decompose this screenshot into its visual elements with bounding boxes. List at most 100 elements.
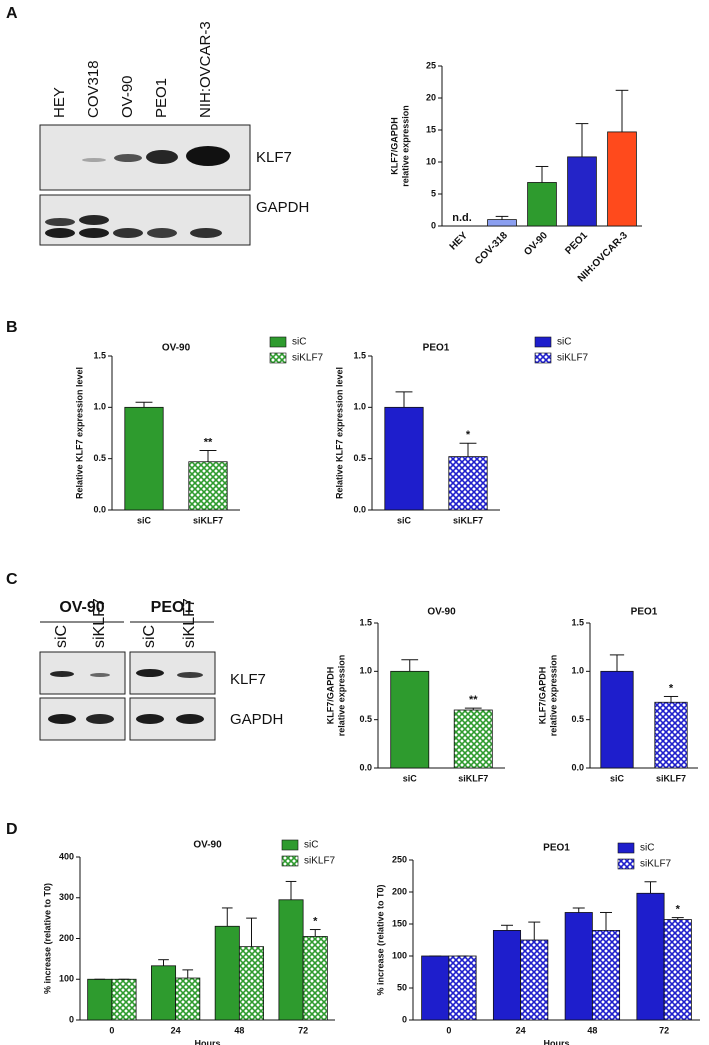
- y-tick-label: 1.0: [93, 402, 106, 412]
- bar: [188, 461, 228, 511]
- y-axis-label: % increase (relative to T0): [375, 884, 385, 995]
- bar: [302, 936, 328, 1021]
- y-tick-label: 0.0: [571, 762, 584, 772]
- y-axis-label: KLF7/GAPDH: [325, 667, 335, 725]
- bar: [564, 912, 593, 1021]
- y-axis-label: relative expression: [548, 655, 558, 737]
- y-tick-label: 50: [397, 982, 407, 992]
- blot-band: [82, 158, 106, 162]
- y-tick-label: 0: [69, 1014, 74, 1024]
- y-tick-label: 1.5: [93, 350, 106, 360]
- panel-label: B: [6, 319, 18, 336]
- bar: [87, 978, 113, 1021]
- bar: [150, 965, 177, 1021]
- y-tick-label: 15: [426, 124, 436, 134]
- bar: [111, 978, 137, 1021]
- bar: [492, 930, 522, 1021]
- chart-title: PEO1: [423, 343, 450, 354]
- blot-band: [136, 669, 164, 677]
- lane-label: siKLF7: [181, 598, 198, 648]
- y-tick-label: 0: [402, 1014, 407, 1024]
- y-tick-label: 100: [59, 974, 74, 984]
- group-label: OV-90: [59, 599, 104, 616]
- panel-label: D: [6, 821, 18, 838]
- y-tick-label: 0.5: [93, 453, 106, 463]
- bar: [607, 131, 637, 227]
- legend-label: siC: [557, 337, 571, 348]
- legend-label: siC: [292, 337, 306, 348]
- bar: [453, 709, 493, 769]
- x-tick-label: OV-90: [522, 230, 550, 258]
- lane-label: COV318: [85, 60, 102, 118]
- blot-band: [45, 228, 75, 238]
- x-tick-label: 24: [516, 1025, 526, 1035]
- x-tick-label: siC: [610, 773, 625, 783]
- y-tick-label: 25: [426, 60, 436, 70]
- y-tick-label: 1.5: [571, 617, 584, 627]
- legend-swatch: [617, 858, 635, 870]
- annotation: *: [313, 915, 318, 927]
- lane-label: siC: [141, 625, 158, 648]
- x-tick-label: 48: [587, 1025, 597, 1035]
- y-tick-label: 200: [59, 933, 74, 943]
- legend-label: siC: [304, 840, 318, 851]
- y-axis-label: Relative KLF7 expression level: [334, 367, 344, 499]
- legend-swatch: [281, 855, 299, 867]
- y-tick-label: 0.5: [359, 714, 372, 724]
- x-tick-label: HEY: [448, 230, 471, 253]
- annotation: n.d.: [452, 212, 472, 224]
- annotation: *: [669, 682, 674, 694]
- y-axis-label: relative expression: [400, 105, 410, 187]
- bar: [567, 156, 597, 227]
- y-axis-label: % increase (relative to T0): [42, 883, 52, 994]
- y-axis-label: KLF7/GAPDH: [537, 667, 547, 725]
- y-tick-label: 0.0: [93, 504, 106, 514]
- blot-band: [50, 671, 74, 677]
- x-tick-label: 48: [234, 1025, 244, 1035]
- blot-band: [86, 714, 114, 724]
- legend-swatch: [617, 842, 635, 854]
- blot-band: [79, 228, 109, 238]
- x-tick-label: siC: [137, 515, 152, 525]
- bar: [238, 946, 265, 1021]
- y-tick-label: 250: [392, 854, 407, 864]
- lane-label: OV-90: [119, 75, 136, 118]
- annotation: **: [204, 436, 213, 448]
- lane-label: HEY: [51, 87, 68, 118]
- legend-label: siKLF7: [304, 856, 336, 867]
- bar: [421, 955, 450, 1021]
- y-tick-label: 1.0: [353, 402, 366, 412]
- blot-band: [190, 228, 222, 238]
- legend-swatch: [269, 352, 287, 364]
- band-label: KLF7: [256, 149, 292, 166]
- band-label: GAPDH: [256, 199, 309, 216]
- chart-title: OV-90: [427, 607, 456, 618]
- y-tick-label: 200: [392, 886, 407, 896]
- blot-band: [79, 215, 109, 225]
- bar: [591, 930, 621, 1021]
- y-tick-label: 100: [392, 950, 407, 960]
- bar: [663, 919, 692, 1021]
- y-tick-label: 0.5: [353, 453, 366, 463]
- bar: [600, 670, 634, 769]
- y-tick-label: 0.5: [571, 714, 584, 724]
- legend-label: siKLF7: [557, 353, 589, 364]
- blot-band: [136, 714, 164, 724]
- x-tick-label: siKLF7: [656, 773, 686, 783]
- y-tick-label: 10: [426, 156, 436, 166]
- legend-swatch: [269, 336, 287, 348]
- blot-band: [45, 218, 75, 226]
- lane-label: siKLF7: [91, 598, 108, 648]
- bar: [487, 219, 517, 227]
- panel-label: A: [6, 5, 18, 22]
- x-tick-label: 24: [171, 1025, 181, 1035]
- y-axis-label: KLF7/GAPDH: [389, 117, 399, 175]
- blot-band: [147, 228, 177, 238]
- group-label: PEO1: [151, 599, 194, 616]
- y-tick-label: 20: [426, 92, 436, 102]
- bar: [448, 955, 477, 1021]
- panel-label: C: [6, 571, 18, 588]
- x-tick-label: siC: [403, 773, 418, 783]
- x-tick-label: siKLF7: [193, 515, 223, 525]
